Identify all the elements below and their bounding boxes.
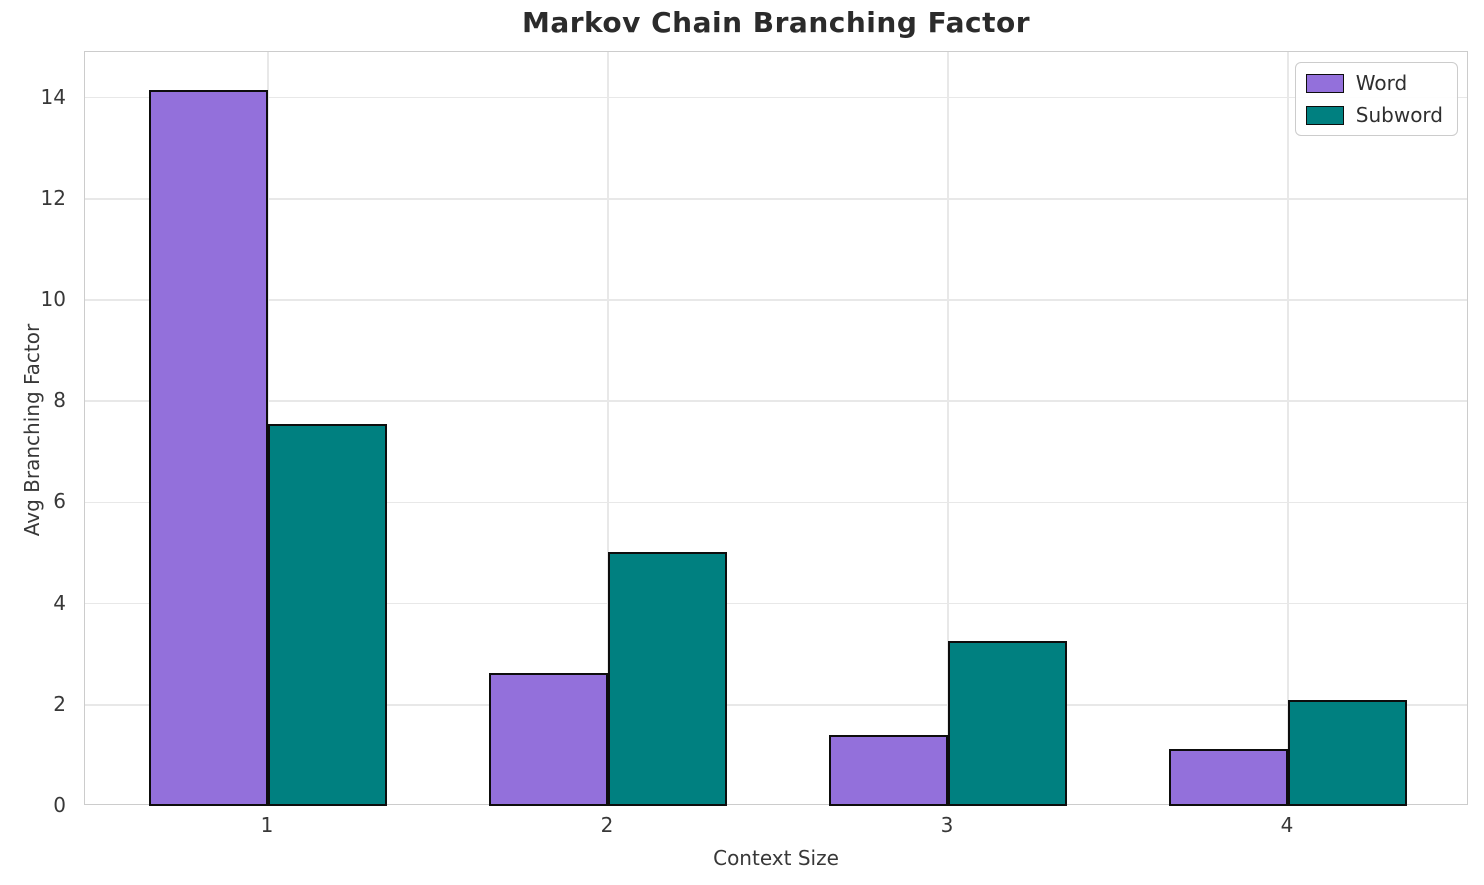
bar-word-1 — [149, 90, 268, 806]
x-tick-label-2: 2 — [600, 813, 614, 837]
legend-swatch-subword — [1305, 105, 1344, 125]
legend-item-subword[interactable]: Subword — [1305, 103, 1443, 127]
bar-subword-3 — [948, 641, 1067, 806]
gridline-y-14 — [85, 96, 1467, 99]
legend-swatch-word — [1305, 73, 1344, 93]
chart-title: Markov Chain Branching Factor — [521, 6, 1031, 39]
plot-area: Word Subword — [84, 51, 1468, 806]
y-tick-label-2: 2 — [53, 691, 66, 716]
bar-word-4 — [1169, 749, 1288, 806]
bar-subword-2 — [608, 552, 727, 806]
gridline-y-8 — [85, 400, 1467, 402]
legend-label-word: Word — [1355, 71, 1408, 95]
x-axis-label: Context Size — [713, 846, 839, 870]
gridline-y-2 — [85, 704, 1467, 706]
y-tick-label-0: 0 — [53, 793, 66, 817]
gridline-y-10 — [85, 299, 1467, 301]
gridline-x-4 — [1287, 52, 1289, 804]
gridline-x-3 — [947, 52, 949, 804]
legend-item-word[interactable]: Word — [1305, 71, 1443, 95]
legend: Word Subword — [1294, 62, 1458, 136]
x-tick-label-1: 1 — [260, 813, 274, 837]
x-tick-label-4: 4 — [1280, 813, 1294, 837]
bar-subword-4 — [1288, 700, 1407, 806]
gridline-y-6 — [85, 501, 1467, 504]
bar-word-2 — [489, 673, 608, 806]
bar-subword-1 — [268, 424, 387, 806]
legend-label-subword: Subword — [1355, 103, 1443, 127]
gridline-y-4 — [85, 602, 1467, 605]
y-tick-label-6: 6 — [53, 489, 66, 514]
gridline-x-2 — [607, 52, 609, 804]
y-tick-label-4: 4 — [53, 590, 66, 615]
x-tick-label-3: 3 — [940, 813, 954, 837]
y-tick-label-10: 10 — [40, 286, 66, 311]
gridline-y-12 — [85, 198, 1467, 200]
bar-word-3 — [829, 735, 948, 806]
y-tick-label-14: 14 — [40, 84, 66, 109]
y-tick-label-8: 8 — [53, 388, 66, 413]
y-tick-label-12: 12 — [40, 185, 66, 210]
